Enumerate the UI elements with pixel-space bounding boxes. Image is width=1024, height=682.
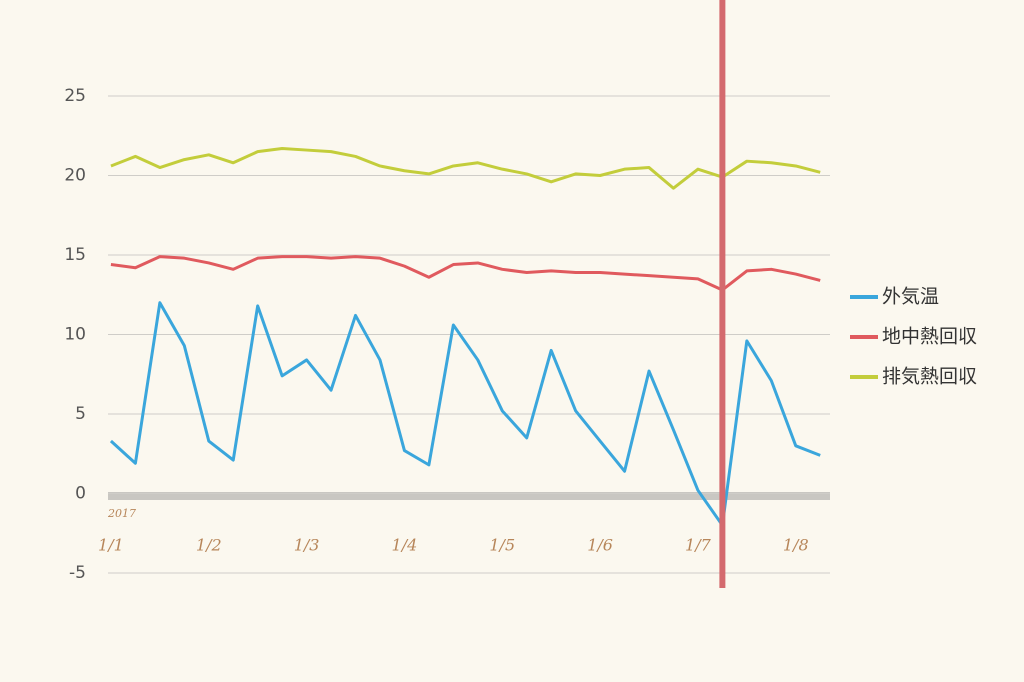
x-tick-label: 1/1 <box>98 536 124 555</box>
y-tick-label: -5 <box>69 563 86 583</box>
x-tick-label: 1/8 <box>783 536 809 555</box>
annotation: 2017 <box>107 507 136 520</box>
x-tick-label: 1/5 <box>489 536 515 555</box>
y-tick-label: 0 <box>75 484 86 504</box>
series-line <box>109 301 821 527</box>
x-tick-label: 1/6 <box>587 536 613 555</box>
y-tick-label: 15 <box>64 245 86 265</box>
series-line <box>110 255 821 292</box>
x-tick-label: 1/2 <box>196 536 222 555</box>
legend-label: 排気熱回収 <box>882 366 977 388</box>
x-tick-label: 1/7 <box>685 536 712 555</box>
x-tick-label: 1/3 <box>294 536 320 555</box>
legend-label: 外気温 <box>882 286 939 308</box>
zero-band <box>108 492 830 500</box>
y-tick-label: 25 <box>64 86 86 106</box>
y-tick-label: 20 <box>64 166 86 186</box>
y-tick-label: 10 <box>64 325 86 345</box>
x-tick-label: 1/4 <box>392 536 418 555</box>
y-tick-label: 5 <box>75 404 86 424</box>
legend-label: 地中熱回収 <box>882 326 977 348</box>
series-line <box>110 146 821 190</box>
